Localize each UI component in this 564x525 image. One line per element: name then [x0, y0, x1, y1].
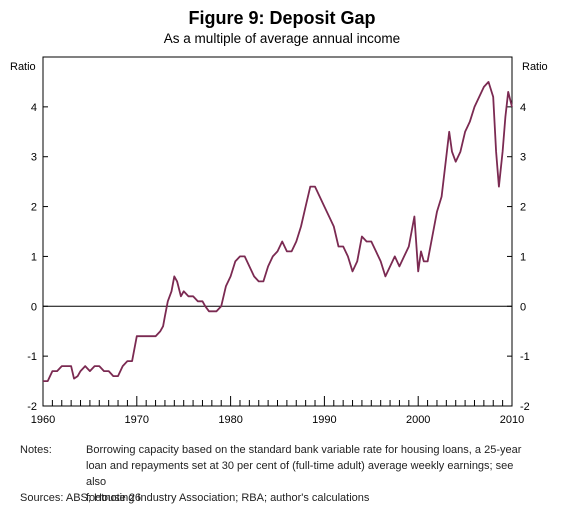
- chart-subtitle: As a multiple of average annual income: [163, 31, 401, 46]
- notes-line: Borrowing capacity based on the standard…: [86, 444, 522, 456]
- y-tick-label-right: 3: [520, 152, 526, 164]
- notes-label: Notes:: [20, 444, 52, 456]
- sources-text: Sources: ABS; Housing Industry Associati…: [20, 492, 370, 504]
- y-tick-label-right: 2: [520, 202, 526, 214]
- y-tick-label-left: -1: [27, 351, 37, 363]
- notes-line: footnote 26: [86, 492, 142, 504]
- y-tick-label-right: 1: [520, 251, 526, 263]
- series-line: [43, 81, 513, 383]
- x-tick-label: 2000: [406, 414, 430, 426]
- chart-title: Figure 9: Deposit Gap: [188, 8, 376, 28]
- y-tick-label-left: 0: [31, 301, 37, 313]
- y-axis-label-left: Ratio: [10, 61, 36, 73]
- y-tick-label-right: 4: [520, 102, 526, 114]
- y-tick-label-right: 0: [520, 301, 526, 313]
- notes-text: Borrowing capacity based on the standard…: [86, 442, 526, 506]
- y-tick-label-left: 4: [31, 102, 37, 114]
- x-tick-label: 1990: [312, 414, 336, 426]
- y-tick-label-right: -2: [520, 401, 530, 413]
- y-axis-label-right: Ratio: [522, 61, 548, 73]
- y-tick-label-right: -1: [520, 351, 530, 363]
- line-layer: [43, 81, 513, 383]
- x-tick-label: 1980: [218, 414, 242, 426]
- y-tick-label-left: 2: [31, 202, 37, 214]
- notes-line: loan and repayments set at 30 per cent o…: [86, 460, 514, 488]
- x-tick-label: 1960: [31, 414, 55, 426]
- axes-layer: -2 -2 -1 -1 0 0 1 1 2 2 3 3 4 4 Ratio Ratio 1960 1970 1980…: [10, 56, 548, 426]
- x-tick-label: 2010: [500, 414, 524, 426]
- chart-svg: -2 -2 -1 -1 0 0 1 1 2 2 3 3 4 4 Ratio Ratio 1960 1970 1980…: [10, 56, 548, 426]
- y-tick-label-left: 3: [31, 152, 37, 164]
- y-tick-label-left: 1: [31, 251, 37, 263]
- plot-frame: [42, 56, 513, 407]
- x-tick-label: 1970: [125, 414, 149, 426]
- y-tick-label-left: -2: [27, 401, 37, 413]
